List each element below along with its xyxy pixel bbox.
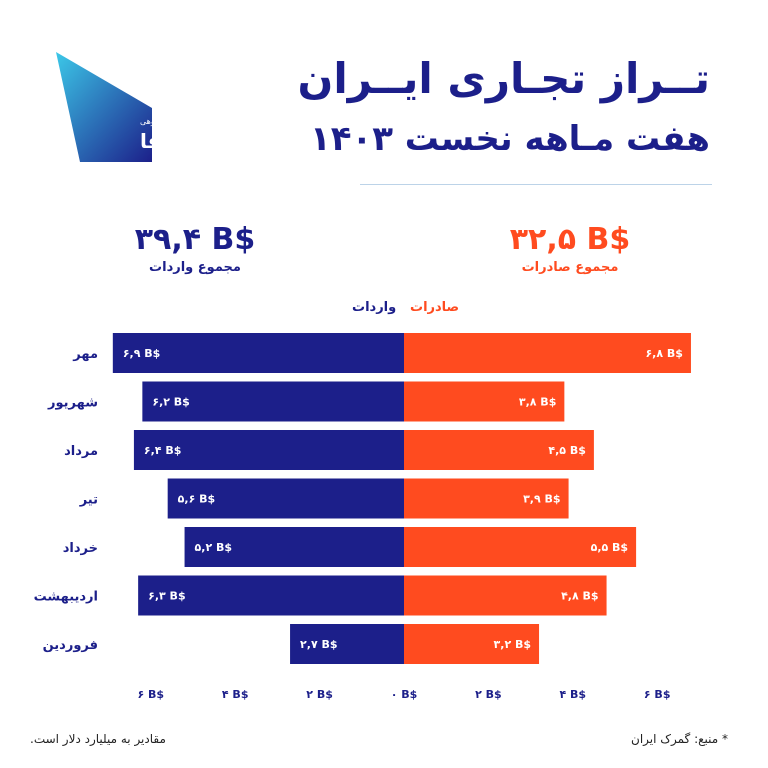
x-tick-label: ۲ B$: [306, 688, 333, 701]
category-label: خرداد: [63, 541, 98, 556]
exports-bar: [404, 575, 607, 616]
zarfa-logo: مرکز داده‌پژوهی زرفا: [56, 52, 154, 162]
imports-bar-label: ۲,۷ B$: [300, 638, 337, 651]
exports-bar-label: ۶,۸ B$: [645, 347, 682, 360]
category-label: شهریور: [47, 396, 98, 411]
footer-source: * منبع: گمرک ایران: [631, 732, 728, 746]
title-divider: [360, 184, 712, 185]
imports-bar: [138, 575, 404, 616]
imports-bar: [142, 381, 405, 422]
category-label: تیر: [79, 493, 98, 508]
imports-total-value: ۳۹,۴ B$: [134, 222, 256, 257]
imports-bar-label: ۵,۲ B$: [195, 541, 232, 554]
exports-bar-label: ۳,۲ B$: [494, 638, 531, 651]
exports-bar: [404, 430, 594, 470]
imports-bar: [112, 333, 404, 373]
exports-bar-label: ۳,۹ B$: [523, 493, 560, 506]
exports-bar: [404, 478, 569, 519]
page-title: تــراز تجـاری ایــران: [297, 54, 710, 103]
x-tick-label: ۶ B$: [644, 688, 671, 701]
exports-bar-label: ۵,۵ B$: [591, 541, 628, 554]
x-tick-label: ۴ B$: [560, 688, 587, 701]
exports-bar: [404, 527, 637, 567]
category-label: مهر: [72, 347, 98, 362]
imports-bar: [167, 478, 404, 519]
category-label: مرداد: [64, 444, 98, 459]
legend-exports: صادرات: [410, 300, 460, 315]
imports-total-label: مجموع واردات: [149, 260, 241, 275]
logo-text: زرفا: [140, 129, 154, 153]
header: تــراز تجـاری ایــران هفت مـاهه نخست ۱۴۰…: [297, 52, 710, 162]
imports-bar: [133, 430, 405, 470]
imports-bar: [290, 624, 404, 664]
imports-bar-label: ۶,۴ B$: [144, 444, 181, 457]
imports-bar: [184, 527, 404, 567]
exports-bar-label: ۴,۸ B$: [561, 590, 598, 603]
exports-bar-label: ۴,۵ B$: [548, 444, 585, 457]
x-tick-label: ۶ B$: [138, 688, 165, 701]
legend-imports: واردات: [352, 300, 397, 315]
page-subtitle: هفت مـاهه نخست ۱۴۰۳: [309, 119, 710, 159]
imports-bar-label: ۶,۹ B$: [123, 347, 160, 360]
exports-bar: [404, 333, 691, 373]
imports-total: ۳۹,۴ B$ مجموع واردات: [120, 222, 270, 278]
exports-bar-label: ۳,۸ B$: [519, 396, 556, 409]
x-tick-label: ۰ B$: [391, 688, 418, 701]
logo-caption: مرکز داده‌پژوهی: [140, 117, 154, 126]
exports-total-value: ۳۲,۵ B$: [509, 222, 631, 257]
exports-bar: [404, 381, 565, 422]
imports-bar-label: ۶,۳ B$: [148, 590, 185, 603]
exports-total-label: مجموع صادرات: [521, 260, 619, 275]
exports-total: ۳۲,۵ B$ مجموع صادرات: [495, 222, 645, 278]
footer-note: مقادیر به میلیارد دلار است.: [30, 732, 166, 746]
category-label: فروردین: [43, 638, 98, 653]
exports-bar: [404, 624, 540, 664]
x-tick-label: ۲ B$: [475, 688, 502, 701]
category-label: اردیبهشت: [34, 590, 98, 605]
imports-bar-label: ۵,۶ B$: [178, 493, 215, 506]
x-tick-label: ۴ B$: [222, 688, 249, 701]
imports-bar-label: ۶,۲ B$: [152, 396, 189, 409]
